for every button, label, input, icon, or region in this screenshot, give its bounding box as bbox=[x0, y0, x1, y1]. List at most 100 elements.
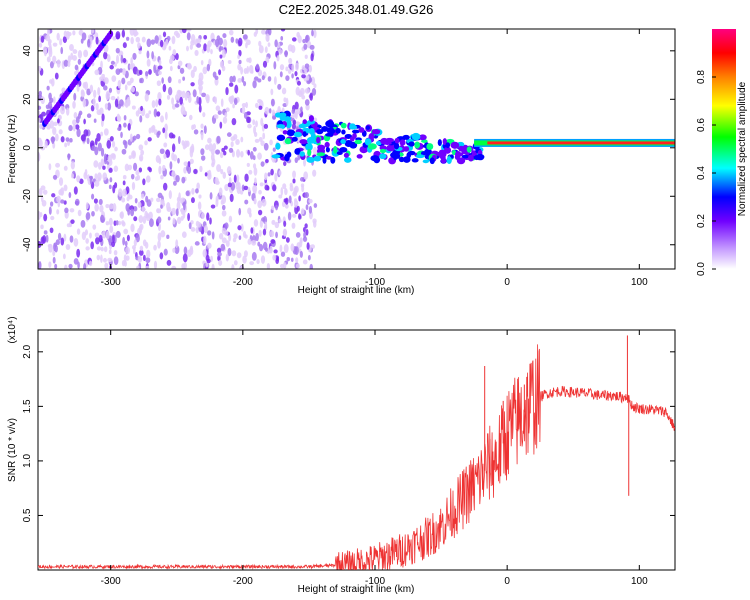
noise-blob bbox=[276, 55, 280, 62]
noise-blob bbox=[69, 208, 75, 213]
noise-blob bbox=[136, 174, 141, 181]
noise-blob bbox=[302, 38, 307, 44]
noise-blob bbox=[52, 174, 58, 180]
noise-blob bbox=[285, 237, 290, 243]
noise-blob bbox=[124, 163, 130, 172]
noise-blob bbox=[270, 98, 275, 107]
noise-blob bbox=[264, 106, 270, 115]
noise-blob bbox=[113, 250, 118, 256]
noise-blob bbox=[243, 112, 248, 119]
noise-blob bbox=[137, 42, 141, 49]
noise-blob bbox=[67, 60, 71, 68]
x-tick-label: -100 bbox=[365, 576, 385, 587]
spectrogram-y-ticks: -40 -20 0 20 40 bbox=[22, 45, 675, 252]
noise-blob bbox=[56, 59, 61, 68]
noise-blob bbox=[117, 127, 122, 132]
snr-x-axis-label: Height of straight line (km) bbox=[298, 584, 415, 595]
noise-blob bbox=[278, 170, 282, 176]
noise-blob bbox=[91, 145, 96, 152]
noise-blob bbox=[162, 31, 167, 38]
noise-blob bbox=[54, 263, 58, 269]
noise-blob bbox=[47, 101, 53, 109]
noise-blob bbox=[294, 71, 298, 77]
noise-blob bbox=[194, 241, 200, 246]
noise-blob bbox=[127, 123, 131, 131]
noise-blob bbox=[225, 253, 229, 262]
noise-blob bbox=[111, 75, 117, 82]
noise-blob bbox=[130, 57, 133, 66]
signal-blob bbox=[276, 124, 286, 129]
noise-blob bbox=[131, 245, 136, 250]
signal-blob bbox=[429, 157, 435, 165]
noise-blob bbox=[150, 197, 154, 202]
noise-blob bbox=[263, 123, 269, 129]
noise-blob bbox=[248, 57, 252, 64]
noise-blob bbox=[220, 168, 224, 175]
noise-blob bbox=[103, 85, 108, 91]
noise-blob bbox=[164, 123, 168, 132]
signal-blob bbox=[426, 143, 434, 150]
noise-blob bbox=[216, 247, 222, 254]
noise-blob bbox=[286, 256, 291, 262]
noise-blob bbox=[121, 29, 126, 38]
noise-blob bbox=[289, 184, 294, 192]
noise-blob bbox=[238, 235, 242, 240]
noise-blob bbox=[42, 234, 47, 244]
noise-blob bbox=[109, 64, 114, 70]
signal-blob bbox=[349, 141, 358, 149]
noise-blob bbox=[313, 29, 317, 39]
noise-blob bbox=[115, 230, 121, 238]
noise-blob bbox=[247, 207, 252, 215]
noise-blob bbox=[211, 231, 215, 240]
noise-blob bbox=[171, 35, 176, 45]
x-tick-label: -300 bbox=[101, 277, 121, 288]
noise-blob bbox=[231, 117, 237, 126]
noise-blob bbox=[174, 103, 180, 108]
noise-blob bbox=[283, 161, 287, 167]
x-tick-label: 100 bbox=[631, 277, 648, 288]
noise-blob bbox=[94, 69, 100, 76]
noise-blob bbox=[128, 155, 132, 160]
noise-blob bbox=[172, 180, 177, 186]
noise-blob bbox=[47, 243, 53, 248]
noise-blob bbox=[156, 208, 160, 214]
signal-blob bbox=[279, 115, 286, 121]
noise-blob bbox=[288, 57, 293, 65]
noise-blob bbox=[108, 217, 113, 226]
noise-blob bbox=[144, 140, 148, 146]
noise-blob bbox=[157, 65, 163, 70]
noise-blob bbox=[84, 229, 89, 236]
noise-blob bbox=[278, 218, 282, 223]
noise-blob bbox=[104, 103, 108, 110]
noise-blob bbox=[235, 149, 241, 158]
noise-blob bbox=[60, 237, 65, 246]
signal-blob bbox=[414, 141, 421, 149]
noise-blob bbox=[70, 161, 75, 170]
noise-blob bbox=[260, 255, 266, 264]
x-tick-label: -100 bbox=[365, 277, 385, 288]
noise-blob bbox=[50, 78, 55, 87]
noise-blob bbox=[246, 116, 251, 124]
noise-blob bbox=[189, 114, 193, 121]
noise-blob bbox=[65, 107, 70, 116]
noise-blob bbox=[226, 132, 232, 137]
noise-blob bbox=[313, 220, 317, 228]
noise-blob bbox=[121, 148, 127, 155]
noise-blob bbox=[109, 177, 113, 183]
noise-blob bbox=[295, 86, 301, 96]
noise-blob bbox=[183, 110, 188, 115]
noise-blob bbox=[159, 39, 164, 48]
noise-blob bbox=[254, 138, 260, 143]
noise-blob bbox=[231, 150, 235, 158]
noise-blob bbox=[102, 165, 106, 170]
noise-blob bbox=[168, 45, 172, 51]
noise-blob bbox=[264, 221, 268, 230]
x-tick-label: 100 bbox=[631, 576, 648, 587]
noise-blob bbox=[85, 202, 89, 210]
noise-blob bbox=[222, 171, 227, 179]
noise-blob bbox=[124, 140, 128, 149]
noise-blob bbox=[110, 95, 116, 101]
noise-blob bbox=[263, 142, 269, 151]
noise-blob bbox=[257, 200, 263, 209]
noise-blob bbox=[308, 64, 313, 73]
